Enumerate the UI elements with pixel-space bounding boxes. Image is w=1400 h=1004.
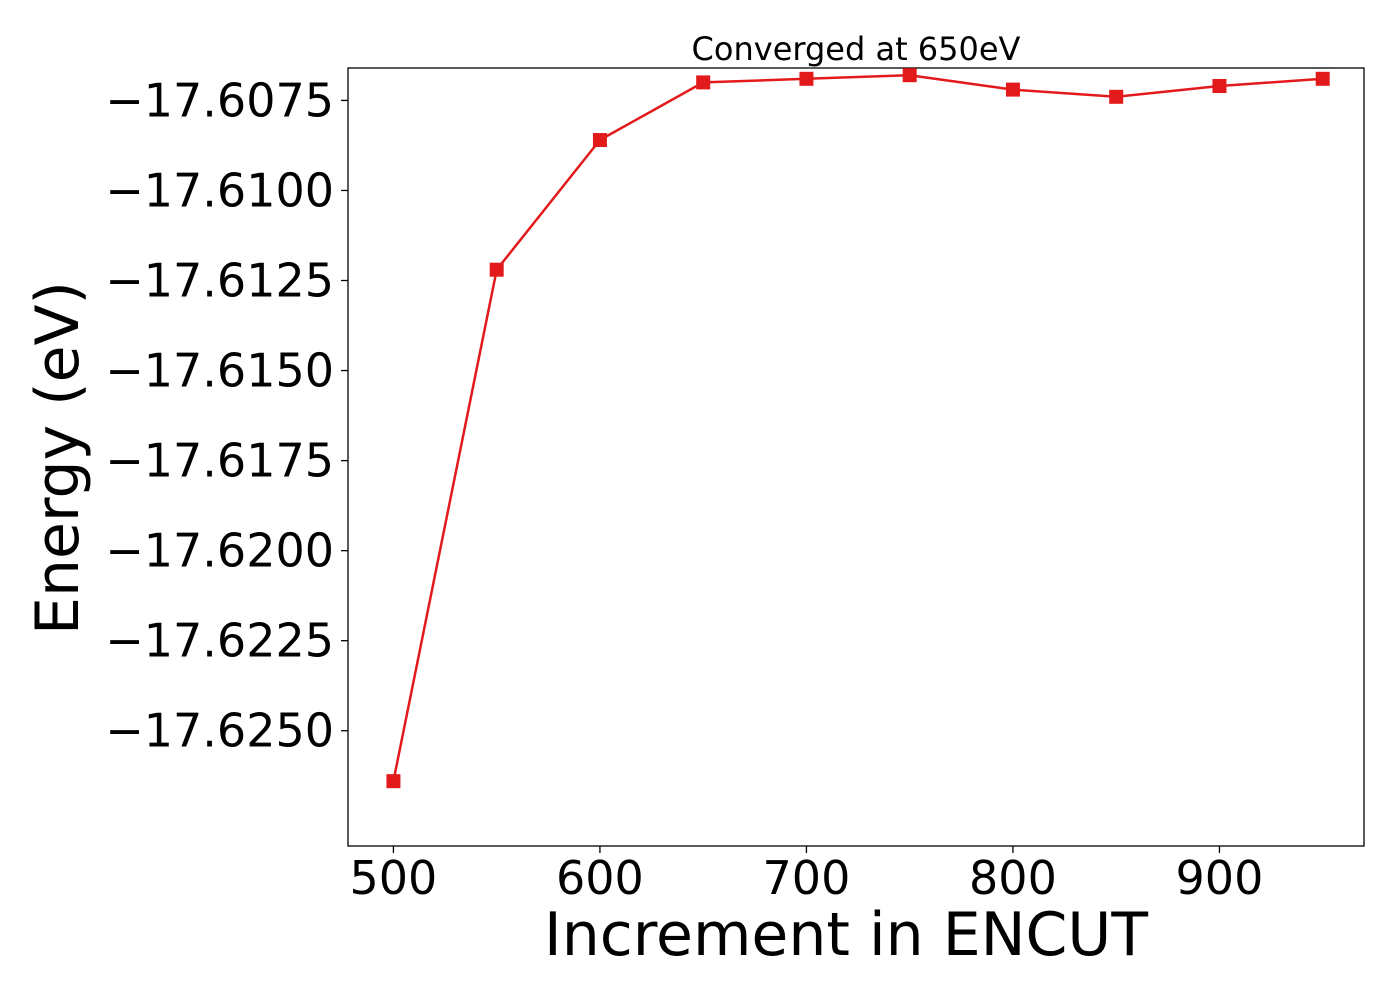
y-tick-label: −17.6250 [105, 704, 334, 758]
data-point-marker [1005, 82, 1020, 97]
data-point-marker [696, 75, 711, 90]
data-point-marker [489, 262, 504, 277]
data-point-marker [1212, 79, 1227, 94]
data-point-marker [592, 133, 607, 148]
y-axis-title: Energy (eV) [23, 281, 93, 635]
y-tick-label: −17.6075 [105, 73, 334, 127]
y-tick-label: −17.6175 [105, 434, 334, 488]
chart-title: Converged at 650eV [692, 30, 1021, 68]
y-tick-label: −17.6225 [105, 614, 334, 668]
data-point-marker [1315, 71, 1330, 86]
y-tick-label: −17.6125 [105, 254, 334, 308]
y-axis: −17.6250 −17.6225 −17.6200 −17.6175 −17.6150… [105, 73, 348, 758]
x-tick-label: 700 [763, 851, 851, 905]
x-tick-label: 800 [969, 851, 1057, 905]
x-axis-title: Increment in ENCUT [544, 900, 1148, 970]
series-line [392, 73, 1323, 782]
data-point-marker [902, 68, 917, 83]
x-tick-label: 600 [556, 851, 644, 905]
series-layer [386, 68, 1330, 789]
plot-frame [347, 67, 1365, 847]
data-point-marker [1109, 89, 1124, 104]
y-tick-label: −17.6200 [105, 524, 334, 578]
x-tick-label: 900 [1176, 851, 1264, 905]
data-point-marker [799, 71, 814, 86]
x-tick-label: 500 [350, 851, 438, 905]
y-tick-label: −17.6100 [105, 163, 334, 217]
data-point-marker [386, 774, 401, 789]
x-axis: 500 600 700 800 900 [350, 846, 1264, 905]
y-tick-label: −17.6150 [105, 344, 334, 398]
